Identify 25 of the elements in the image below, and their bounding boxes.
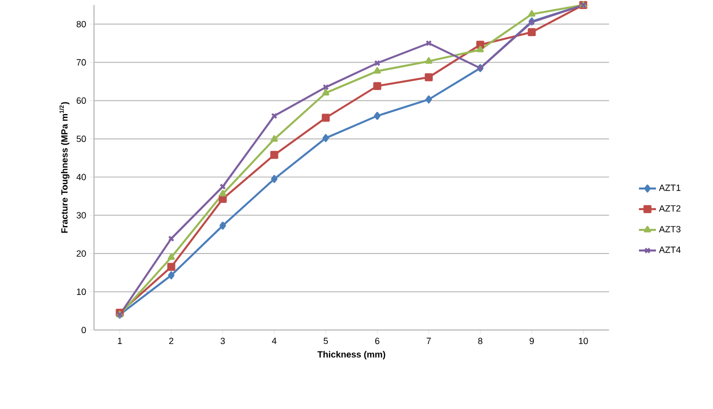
x-tick-label: 6: [375, 338, 380, 344]
x-axis-title: Thickness (mm): [317, 350, 386, 360]
legend-label: AZT1: [658, 184, 680, 191]
x-tick-label: 4: [272, 338, 276, 344]
y-tick-label: 10: [76, 288, 86, 295]
y-tick-label: 70: [76, 59, 86, 66]
y-tick-label: 0: [82, 326, 86, 334]
y-tick-label: 50: [76, 136, 86, 142]
y-axis-title: Fracture Toughness (MPa m$^{1/2}$): [59, 102, 70, 233]
legend-label: AZT3: [658, 226, 680, 232]
x-tick-label: 1: [118, 338, 122, 344]
x-tick-label: 10: [578, 338, 588, 344]
y-tick-label: 20: [76, 250, 86, 257]
x-tick-label: 3: [220, 338, 225, 344]
y-tick-label: 60: [76, 97, 86, 104]
y-tick-label: 80: [76, 20, 86, 28]
x-tick-label: 5: [324, 338, 328, 344]
y-tick-label: 30: [76, 212, 86, 218]
y-tick-label: 40: [76, 174, 86, 180]
legend-label: AZT4: [658, 246, 681, 253]
legend-label: AZT2: [658, 205, 680, 212]
x-tick-label: 9: [530, 338, 534, 344]
x-tick-label: 2: [169, 338, 174, 344]
x-tick-label: 8: [478, 338, 482, 344]
x-tick-label: 7: [426, 338, 431, 344]
